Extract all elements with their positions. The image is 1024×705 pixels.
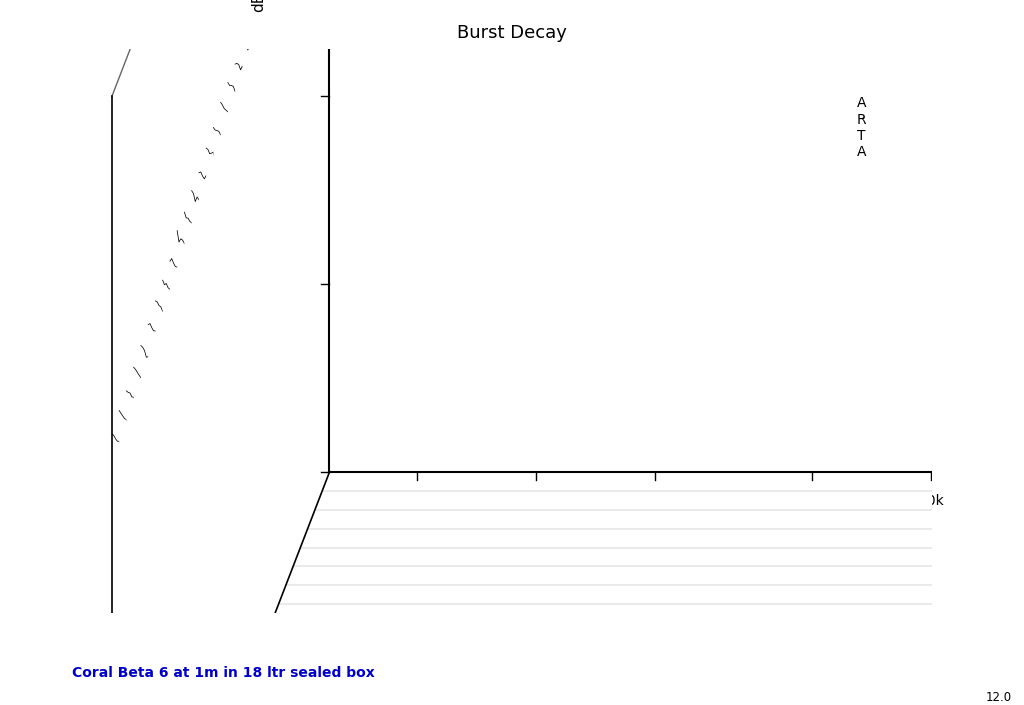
Polygon shape [177,144,898,705]
Text: 10k: 10k [919,494,944,508]
Polygon shape [293,0,1014,566]
Polygon shape [141,284,862,705]
Polygon shape [264,0,985,642]
Polygon shape [220,0,942,705]
Polygon shape [236,0,956,705]
Polygon shape [307,0,1024,529]
Text: -30.0: -30.0 [280,466,311,479]
Text: -18.0: -18.0 [280,90,311,103]
Text: 5k: 5k [804,494,821,508]
Polygon shape [228,0,949,705]
Text: 500: 500 [403,494,430,508]
Polygon shape [134,311,855,705]
Polygon shape [191,88,912,705]
Polygon shape [163,200,884,705]
Text: 2k: 2k [647,494,664,508]
Polygon shape [213,3,935,705]
Polygon shape [300,0,1022,548]
Polygon shape [243,0,964,698]
Title: Burst Decay: Burst Decay [457,24,567,42]
Text: 1k: 1k [527,494,545,508]
Polygon shape [271,0,992,623]
Text: A
R
T
A: A R T A [857,97,866,159]
Polygon shape [119,364,841,705]
Polygon shape [126,338,848,705]
Polygon shape [156,229,877,705]
Polygon shape [279,0,999,604]
Polygon shape [286,0,1007,585]
Polygon shape [199,61,920,705]
Polygon shape [170,173,891,705]
Text: dB: dB [251,0,265,13]
Polygon shape [250,0,971,679]
Polygon shape [148,257,869,705]
Polygon shape [257,0,978,661]
Text: 12.0: 12.0 [985,692,1012,704]
Text: -24.0: -24.0 [280,278,311,291]
Polygon shape [184,118,905,705]
Polygon shape [323,0,1024,491]
Polygon shape [330,0,1024,472]
Text: Frequency (Hz): Frequency (Hz) [625,541,755,556]
Polygon shape [206,32,927,705]
Polygon shape [314,0,1024,510]
Text: Coral Beta 6 at 1m in 18 ltr sealed box: Coral Beta 6 at 1m in 18 ltr sealed box [72,666,375,680]
Polygon shape [112,391,833,705]
